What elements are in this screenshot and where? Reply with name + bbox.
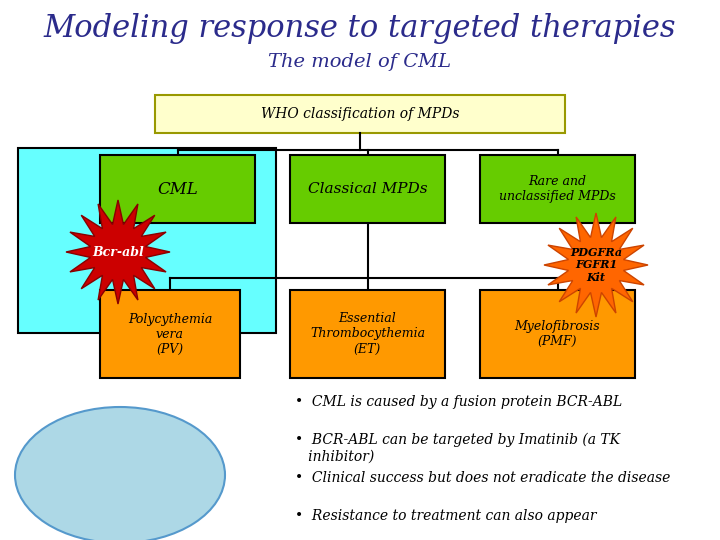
Text: The model of CML: The model of CML <box>269 53 451 71</box>
Text: •  CML is caused by a fusion protein BCR-ABL: • CML is caused by a fusion protein BCR-… <box>295 395 622 409</box>
Text: •  Clinical success but does not eradicate the disease: • Clinical success but does not eradicat… <box>295 471 670 485</box>
Ellipse shape <box>15 407 225 540</box>
Text: Essential
Thrombocythemia
(ET): Essential Thrombocythemia (ET) <box>310 313 425 355</box>
Text: CML: CML <box>157 180 198 198</box>
FancyBboxPatch shape <box>100 290 240 378</box>
Text: Myelofibrosis
(PMF): Myelofibrosis (PMF) <box>515 320 600 348</box>
FancyBboxPatch shape <box>480 155 635 223</box>
FancyBboxPatch shape <box>480 290 635 378</box>
Text: Rare and
unclassified MPDs: Rare and unclassified MPDs <box>499 175 616 203</box>
Text: Polycythemia
vera
(PV): Polycythemia vera (PV) <box>128 313 212 355</box>
Text: •  BCR-ABL can be targeted by Imatinib (a TK
   inhibitor): • BCR-ABL can be targeted by Imatinib (a… <box>295 433 620 464</box>
FancyBboxPatch shape <box>155 95 565 133</box>
FancyBboxPatch shape <box>18 148 276 333</box>
Text: PDGFRa
FGFR1
Kit: PDGFRa FGFR1 Kit <box>570 247 622 284</box>
Polygon shape <box>66 200 170 304</box>
FancyBboxPatch shape <box>290 155 445 223</box>
Polygon shape <box>544 213 648 317</box>
Text: Classical MPDs: Classical MPDs <box>307 182 427 196</box>
FancyBboxPatch shape <box>290 290 445 378</box>
Text: Modeling response to targeted therapies: Modeling response to targeted therapies <box>44 12 676 44</box>
Text: WHO classification of MPDs: WHO classification of MPDs <box>261 107 459 121</box>
Text: •  Resistance to treatment can also appear: • Resistance to treatment can also appea… <box>295 509 596 523</box>
Text: Bcr-abl: Bcr-abl <box>92 246 144 259</box>
FancyBboxPatch shape <box>100 155 255 223</box>
